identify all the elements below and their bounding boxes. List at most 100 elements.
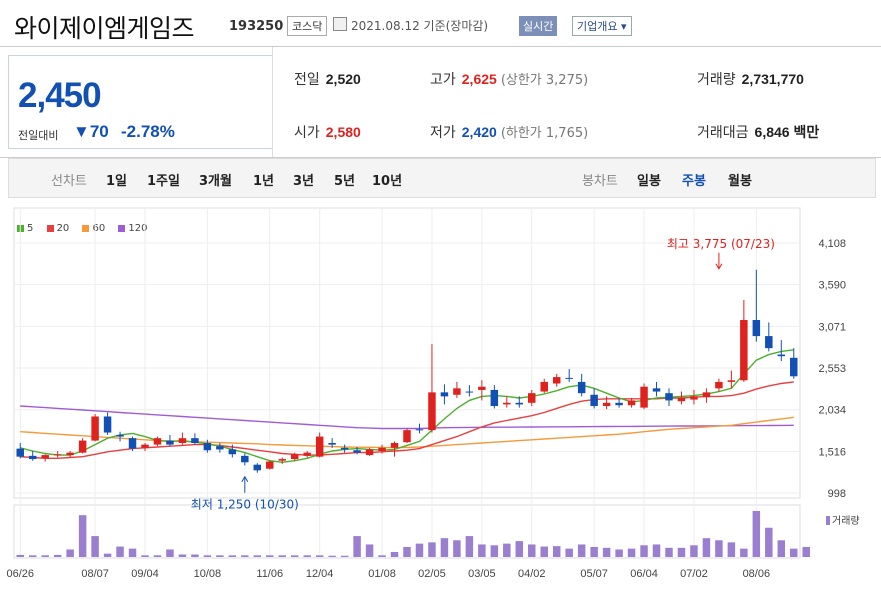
high-value: 2,625 <box>461 71 497 87</box>
x-tick-label: 06/26 <box>6 568 34 580</box>
volume-bar <box>203 555 212 557</box>
candle-body <box>228 449 237 455</box>
volume-bar <box>153 555 162 557</box>
candle-body <box>216 446 224 450</box>
candle-body <box>740 320 748 381</box>
volume-bar <box>478 544 486 557</box>
stock-code: 193250 <box>229 19 284 34</box>
volume-bar <box>191 554 199 557</box>
legend-ma60: 60 <box>82 223 105 234</box>
open-label: 시가 <box>294 125 320 141</box>
volume-bar <box>41 555 49 557</box>
candle-body <box>702 392 711 398</box>
candle-body <box>41 455 49 459</box>
y-tick-label: 998 <box>828 488 846 500</box>
line-chart-label: 선차트 <box>51 174 87 189</box>
volume-bar <box>78 515 87 557</box>
volume-bar <box>627 548 636 557</box>
candle-body <box>490 389 499 407</box>
candle-body <box>415 429 424 431</box>
tab-3m[interactable]: 3개월 <box>199 174 232 189</box>
volume-bar <box>765 527 773 557</box>
tab-5y[interactable]: 5년 <box>334 174 356 189</box>
candle-body <box>528 393 536 403</box>
candle-body <box>540 381 548 392</box>
tab-1d[interactable]: 1일 <box>106 174 128 189</box>
volume-bar <box>290 555 299 557</box>
candle-body <box>16 448 24 457</box>
volume-bar <box>390 551 399 557</box>
candle-body <box>66 452 74 456</box>
candle-body <box>191 438 199 443</box>
low-annotation: 최저 1,250 (10/30) <box>191 498 299 512</box>
volume-bar <box>28 555 37 557</box>
volume-bar <box>715 540 723 557</box>
candle-body <box>615 402 623 406</box>
change-percent: -2.78% <box>121 122 175 141</box>
volume-bar <box>790 548 798 557</box>
volume-bar <box>228 555 237 557</box>
x-tick-label: 11/06 <box>256 568 283 580</box>
high-price: 고가 2,625 (상한가 3,275) <box>430 69 588 89</box>
x-tick-label: 10/08 <box>194 568 222 580</box>
tab-1w[interactable]: 1주일 <box>147 174 180 189</box>
volume-legend-swatch <box>826 516 830 525</box>
volume-bar <box>690 545 698 557</box>
volume-bar <box>166 549 174 557</box>
x-tick-label: 03/05 <box>468 568 496 580</box>
realtime-button[interactable]: 실시간 <box>519 16 558 36</box>
series-line-ma120 <box>20 405 794 430</box>
volume-bar <box>253 555 262 557</box>
candle-body <box>602 402 611 407</box>
candle-body <box>428 392 436 431</box>
volume-bar <box>453 540 461 557</box>
tab-monthly[interactable]: 월봉 <box>728 174 752 189</box>
low-value: 2,420 <box>461 124 497 140</box>
trade-amount: 거래대금 6,846 백만 <box>697 122 819 142</box>
candle-body <box>752 320 761 337</box>
volume-bar <box>727 542 736 557</box>
candle-body <box>290 454 299 460</box>
series-line-ma5 <box>20 349 794 464</box>
tab-daily[interactable]: 일봉 <box>637 174 661 189</box>
tab-10y[interactable]: 10년 <box>372 174 403 189</box>
volume-value: 2,731,770 <box>741 71 804 87</box>
candle-body <box>627 400 636 406</box>
x-tick-label: 12/04 <box>306 568 334 580</box>
high-arrow-head <box>715 263 723 270</box>
high-label: 고가 <box>430 72 456 88</box>
volume-bar <box>503 543 511 557</box>
candle-body <box>328 443 336 445</box>
tab-3y[interactable]: 3년 <box>293 174 315 189</box>
volume-bar <box>403 546 411 557</box>
volume-bar <box>640 545 648 557</box>
candle-body <box>253 464 262 471</box>
candle-body <box>403 430 411 443</box>
candle-body <box>303 452 311 456</box>
chart-period-tabs: 선차트 1일 1주일 3개월 1년 3년 5년 10년 봉차트 일봉 주봉 월봉 <box>8 158 876 198</box>
low-label: 저가 <box>430 125 456 141</box>
volume-bar <box>515 541 524 557</box>
volume-bar <box>216 555 224 557</box>
candle-body <box>727 380 736 382</box>
volume-bar <box>328 555 336 557</box>
candle-body <box>677 397 686 402</box>
volume-bar <box>740 548 748 557</box>
company-overview-dropdown[interactable]: 기업개요 ▾ <box>572 16 632 36</box>
upper-limit: (상한가 3,275) <box>500 73 589 88</box>
x-tick-label: 06/04 <box>630 568 658 580</box>
volume-bar <box>590 546 598 557</box>
calendar-icon <box>333 17 347 31</box>
volume-bar <box>777 540 786 557</box>
volume-bar <box>53 554 62 557</box>
tab-weekly[interactable]: 주봉 <box>682 174 706 189</box>
change-value: ▼70 <box>73 122 109 141</box>
volume-bar <box>66 549 74 557</box>
title-bar: 와이제이엠게임즈 193250 코스닥 2021.08.12 기준(장마감) 실… <box>0 0 881 46</box>
volume-bar <box>665 547 673 557</box>
volume-bar <box>365 544 374 557</box>
candle-body <box>777 354 786 357</box>
legend-ma120: 120 <box>118 223 148 234</box>
volume-bar <box>315 555 324 557</box>
tab-1y[interactable]: 1년 <box>253 174 275 189</box>
